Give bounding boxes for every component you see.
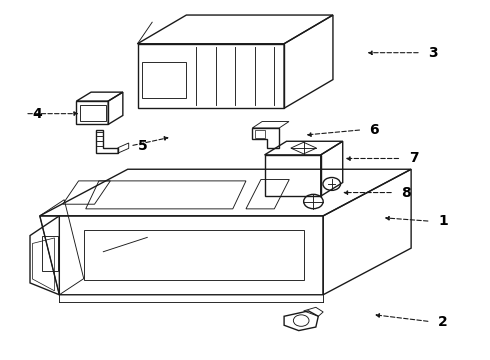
Text: 3: 3 — [428, 46, 438, 60]
Text: 1: 1 — [438, 214, 448, 228]
Text: 6: 6 — [369, 123, 379, 137]
Text: 7: 7 — [409, 152, 418, 166]
Text: 8: 8 — [401, 185, 411, 199]
Text: 5: 5 — [138, 139, 147, 153]
Text: 2: 2 — [438, 315, 448, 329]
Text: 4: 4 — [32, 107, 42, 121]
